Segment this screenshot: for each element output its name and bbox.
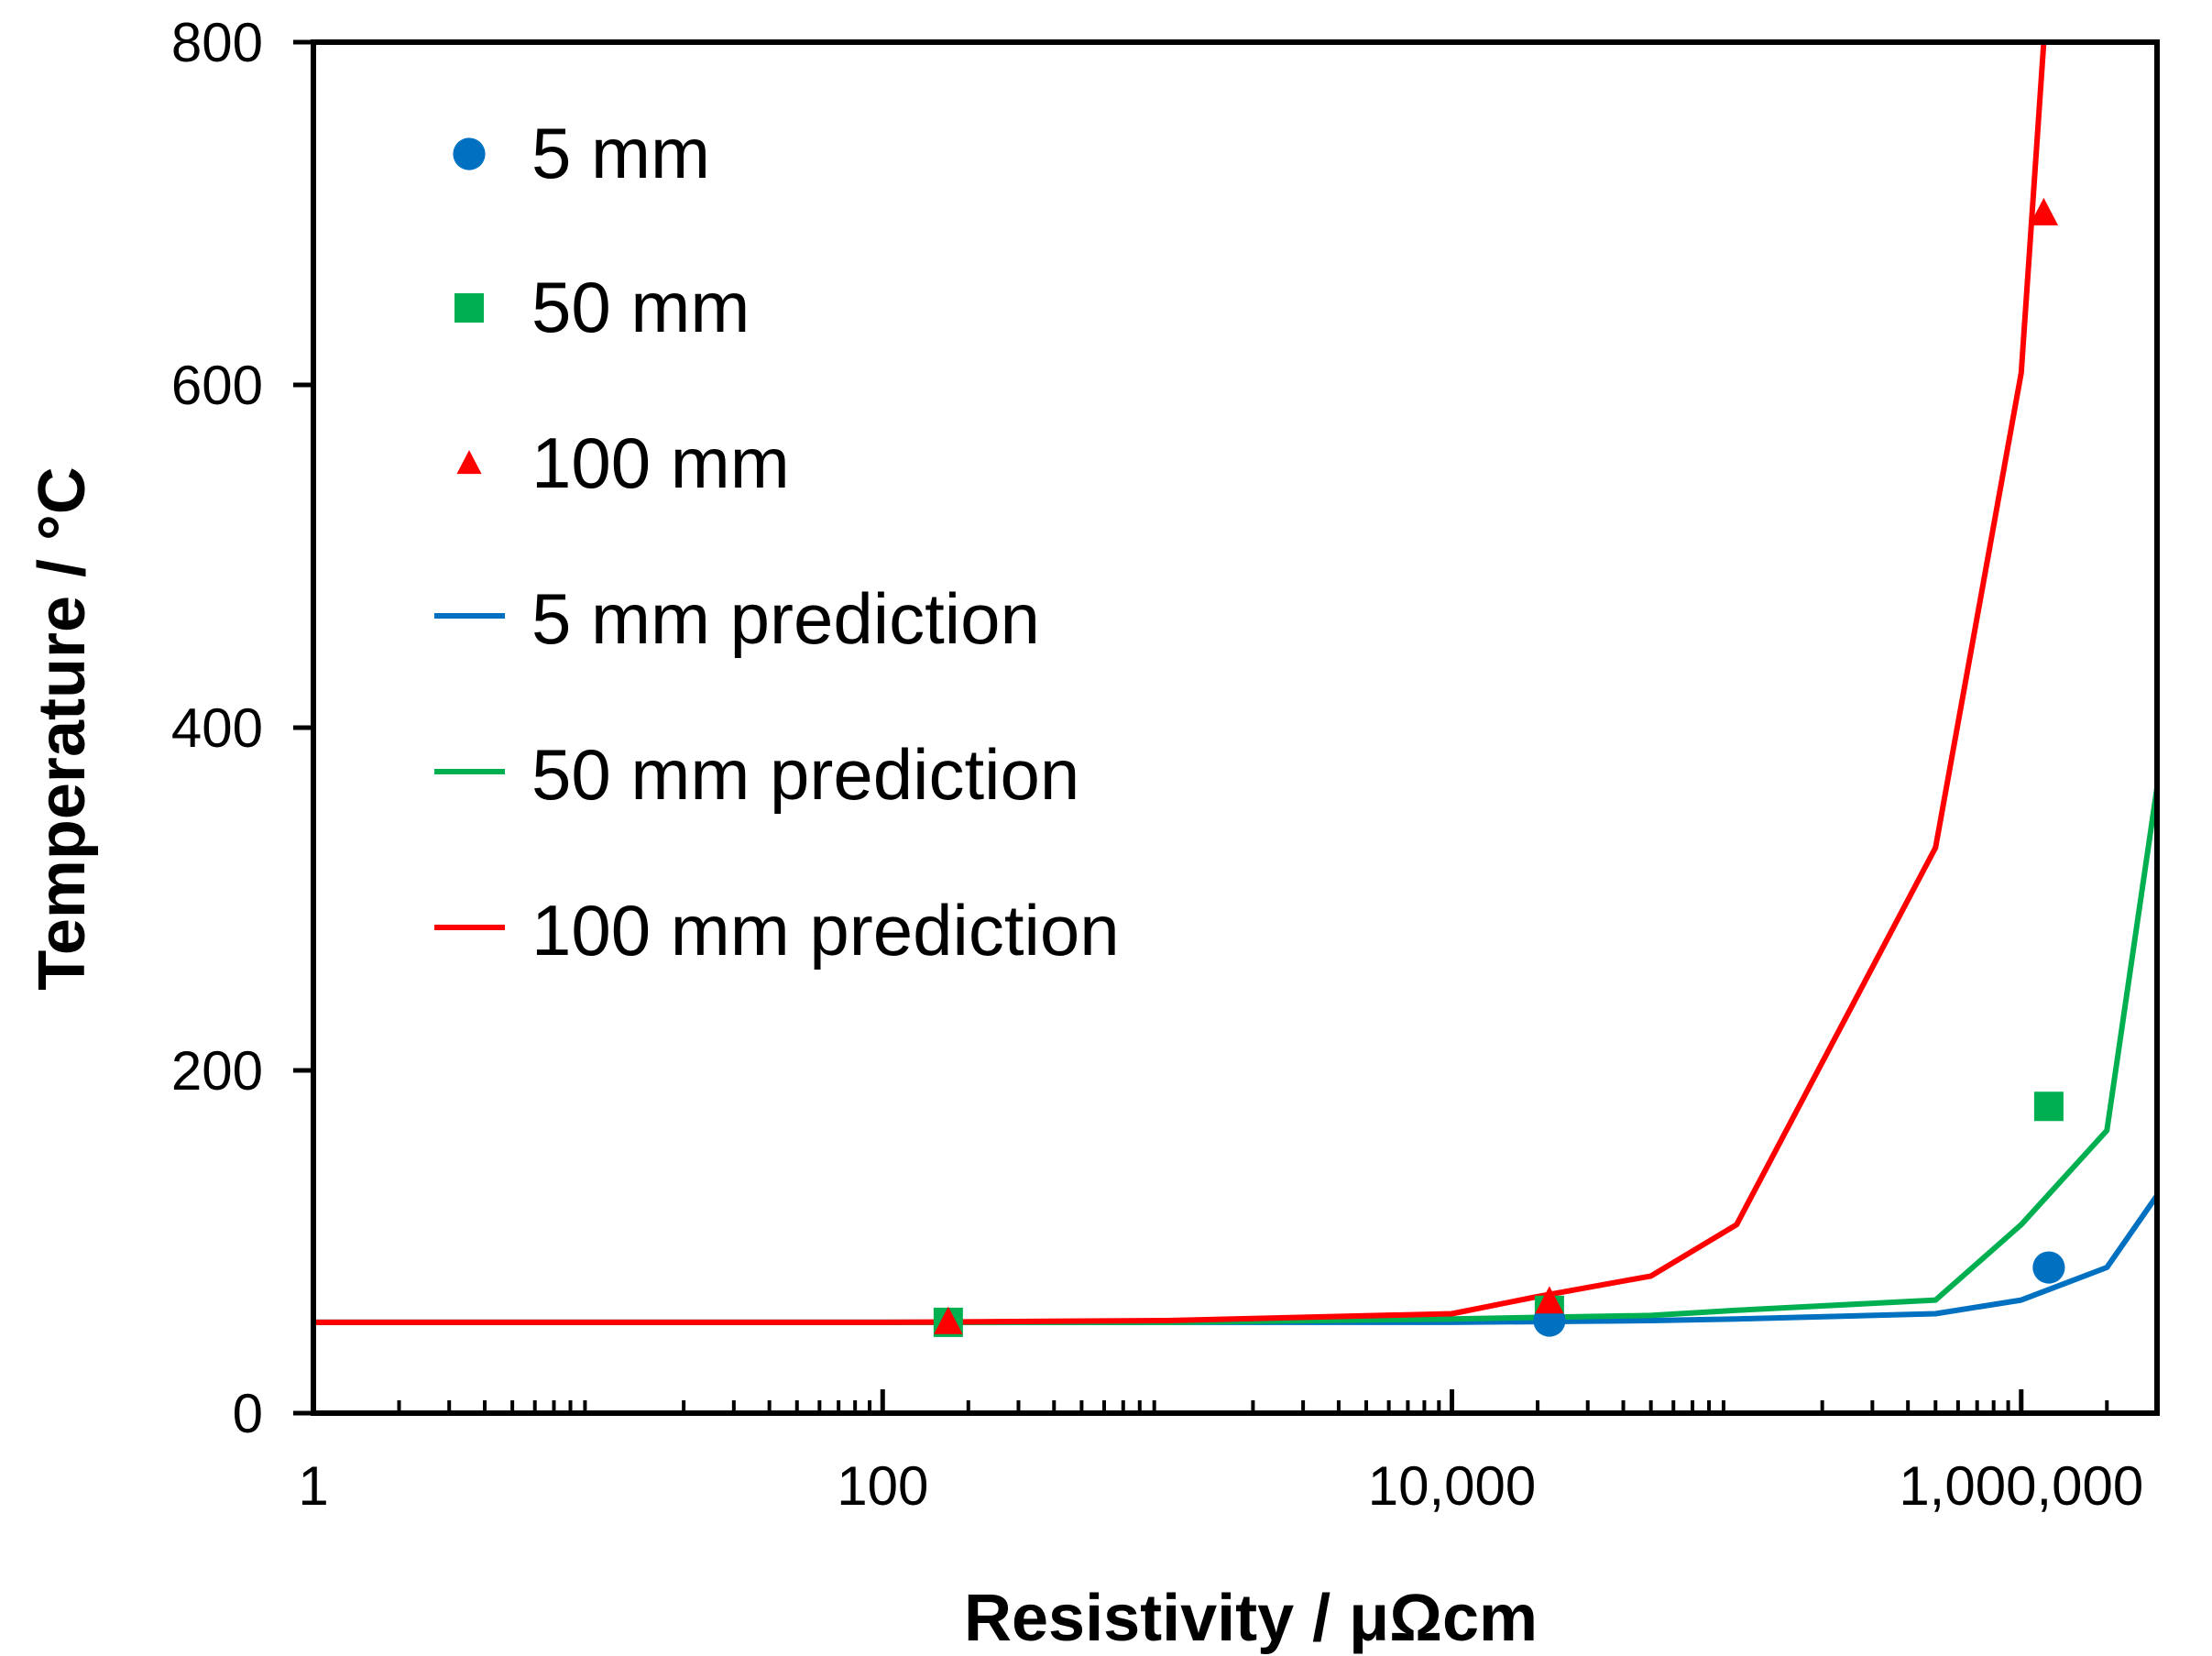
data-point-100-mm bbox=[2029, 197, 2059, 225]
y-tick-label: 600 bbox=[171, 355, 263, 416]
y-tick-label: 400 bbox=[171, 697, 263, 759]
plot-frame bbox=[311, 39, 2160, 1416]
x-tick-label: 1 bbox=[298, 1455, 328, 1517]
legend-item-50-mm: 50 mm bbox=[454, 267, 750, 347]
y-tick-label: 200 bbox=[171, 1040, 263, 1102]
legend-item-100-mm-prediction: 100 mm prediction bbox=[434, 890, 1120, 971]
x-axis-title: Resistivity / μΩcm bbox=[964, 1582, 1538, 1655]
data-point-5-mm bbox=[2032, 1251, 2065, 1284]
legend-marker-50-mm bbox=[454, 293, 484, 323]
legend-marker-5-mm bbox=[453, 137, 486, 170]
legend-label: 100 mm bbox=[531, 422, 790, 503]
legend-marker-100-mm bbox=[456, 450, 482, 475]
y-tick-label: 800 bbox=[171, 12, 263, 73]
axes: 0 200 400 600 800 1 100 10,000 1,000,000 bbox=[171, 12, 2160, 1517]
legend-label: 50 mm bbox=[531, 267, 750, 347]
legend-item-5-mm-prediction: 5 mm prediction bbox=[434, 578, 1040, 659]
data-point-100-mm bbox=[934, 1306, 963, 1334]
x-tick-label: 100 bbox=[837, 1455, 928, 1517]
legend-label: 5 mm bbox=[531, 113, 710, 193]
series-line-100-mm-prediction bbox=[313, 42, 2047, 1325]
data-point-100-mm bbox=[1535, 1286, 1564, 1314]
legend-label: 50 mm prediction bbox=[531, 734, 1079, 815]
legend-item-5-mm: 5 mm bbox=[453, 113, 710, 193]
data-point-50-mm bbox=[2033, 1091, 2064, 1122]
y-tick-label: 0 bbox=[233, 1383, 263, 1444]
legend-item-100-mm: 100 mm bbox=[456, 422, 790, 503]
legend: 5 mm 50 mm 100 mm 5 mm prediction 50 mm pred… bbox=[434, 113, 1120, 971]
x-tick-label: 10,000 bbox=[1368, 1455, 1537, 1517]
y-axis-title: Temperature / °C bbox=[26, 466, 99, 991]
x-tick-label: 1,000,000 bbox=[1899, 1455, 2143, 1517]
legend-label: 100 mm prediction bbox=[531, 890, 1120, 971]
plot-marks bbox=[313, 42, 2157, 1337]
legend-item-50-mm-prediction: 50 mm prediction bbox=[434, 734, 1079, 815]
legend-label: 5 mm prediction bbox=[531, 578, 1040, 659]
series-line-50-mm-prediction bbox=[313, 787, 2157, 1325]
